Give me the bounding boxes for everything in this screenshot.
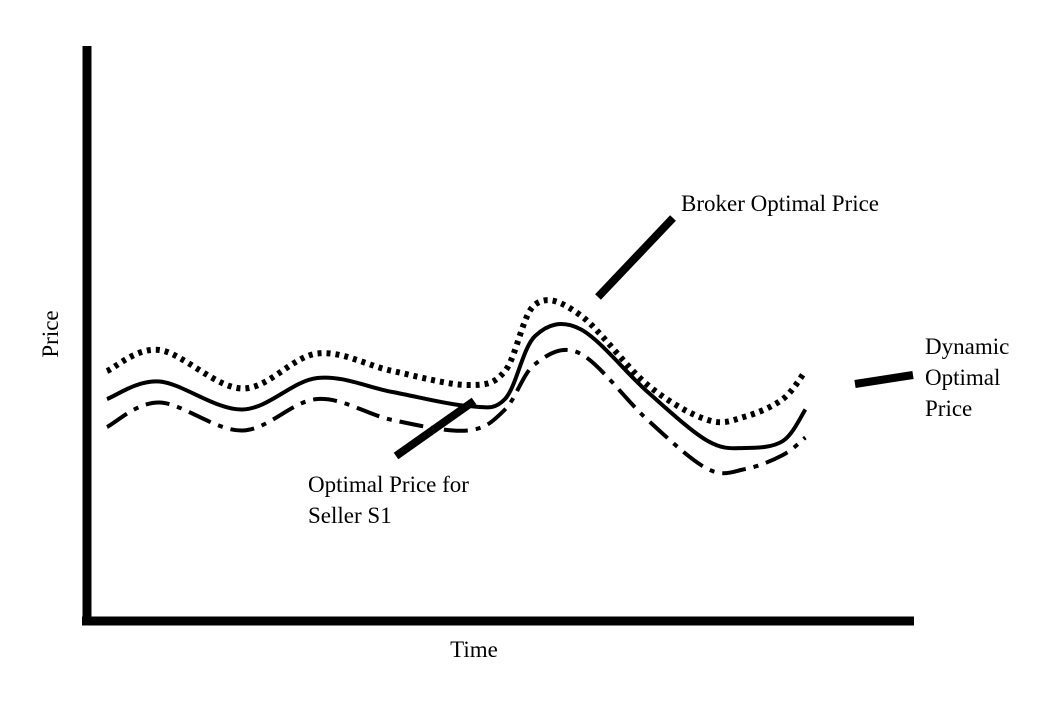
series-optimal-price-seller-s1-line (106, 347, 807, 476)
annotation-seller-line-1: Optimal Price for (308, 472, 469, 497)
series-broker-optimal-price-line (105, 297, 808, 426)
y-axis-title: Price (38, 310, 63, 357)
annotation-optimal-price-seller-s1: Optimal Price for Seller S1 (308, 472, 475, 528)
series-dynamic-optimal-price-line (106, 322, 808, 451)
x-axis-title: Time (450, 637, 498, 662)
annotation-broker-optimal-price: Broker Optimal Price (681, 191, 879, 216)
annotation-seller-line-2: Seller S1 (308, 503, 392, 528)
pointer-broker-optimal-price (595, 215, 676, 300)
pointer-dynamic-optimal-price (854, 371, 914, 388)
annotation-dynamic-line-2: Optimal (925, 365, 1000, 390)
annotation-dynamic-optimal-price: Dynamic Optimal Price (925, 334, 1015, 421)
pointer-optimal-price-seller-s1 (393, 397, 477, 460)
annotation-dynamic-line-3: Price (925, 396, 972, 421)
annotation-dynamic-line-1: Dynamic (925, 334, 1009, 359)
